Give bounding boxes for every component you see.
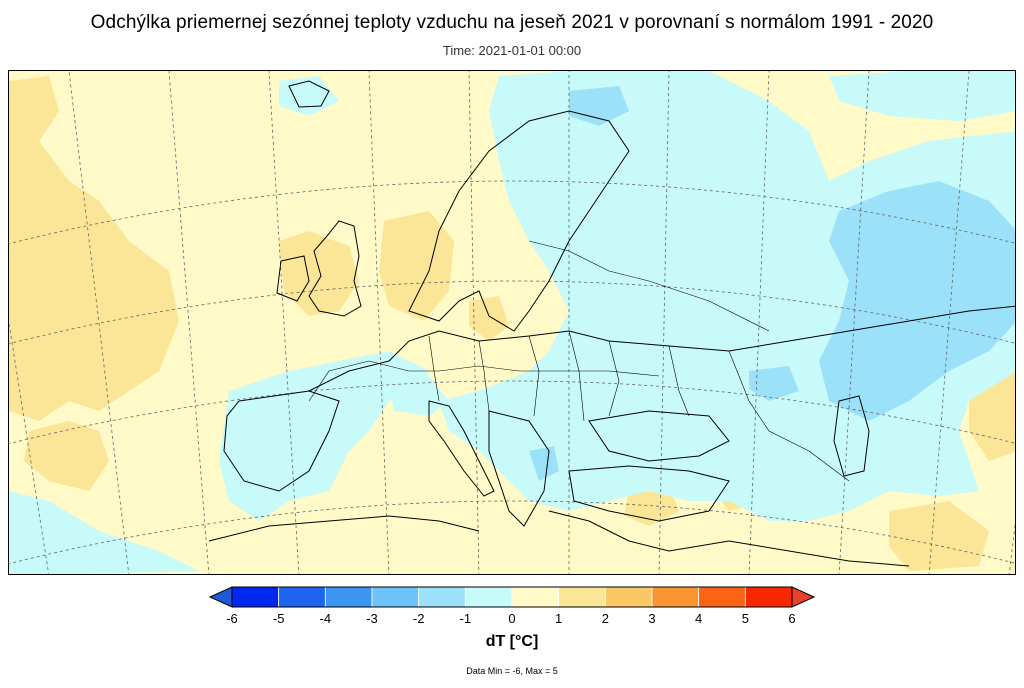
colorbar-bin [511, 586, 560, 608]
colorbar-bin [324, 586, 373, 608]
colorbar-tick-label: -6 [226, 611, 238, 626]
colorbar-tick-label: 6 [788, 611, 796, 626]
map-title: Odchýlka priemernej sezónnej teploty vzd… [90, 12, 934, 33]
colorbar-bin [604, 586, 653, 608]
graticule [9, 71, 1015, 574]
colorbar-tick-label: 0 [508, 611, 516, 626]
colorbar-bin [278, 586, 326, 608]
colorbar-svg [208, 586, 816, 608]
colorbar-bin [464, 586, 513, 608]
anomaly-map [8, 70, 1016, 575]
colorbar-over-arrow [791, 586, 816, 608]
colorbar-label: dT [°C] [485, 633, 539, 650]
colorbar-tick-label: 4 [695, 611, 703, 626]
colorbar-tick-label: -3 [366, 611, 378, 626]
cold-anomaly-areas [529, 86, 1015, 481]
colorbar-bin [558, 586, 606, 608]
colorbar-bin [371, 586, 420, 608]
colorbar-bin [698, 586, 746, 608]
colorbar-bin [651, 586, 700, 608]
colorbar-bin [418, 586, 466, 608]
colorbar-tick-label: 1 [555, 611, 563, 626]
data-stats: Data Min = -6, Max = 5 [466, 666, 558, 676]
map-time-subtitle: Time: 2021-01-01 00:00 [442, 43, 582, 58]
colorbar-tick-label: -5 [272, 611, 285, 626]
colorbar-tick-label: 2 [601, 611, 609, 626]
anomaly-map-svg [9, 71, 1015, 574]
colorbar [205, 585, 820, 609]
colorbar-tick-label: -1 [459, 611, 472, 626]
coastlines [208, 80, 1015, 567]
country-borders [308, 240, 850, 482]
colorbar-tick-label: -2 [412, 611, 425, 626]
colorbar-bin [231, 586, 280, 608]
colorbar-tick-label: -4 [319, 611, 332, 626]
colorbar-tick-label: 5 [741, 611, 749, 626]
colorbar-bin [744, 586, 793, 608]
colorbar-tick-label: 3 [648, 611, 656, 626]
colorbar-under-arrow [208, 586, 233, 608]
